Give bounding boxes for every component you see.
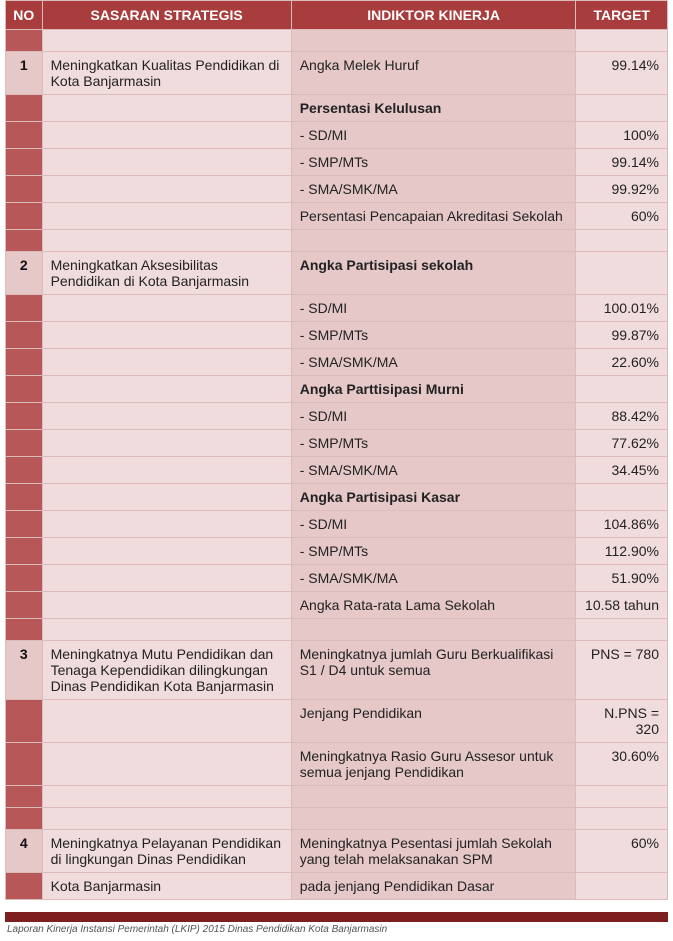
row-indikator: Meningkatnya jumlah Guru Berkualifikasi … (291, 641, 576, 700)
row-target: 60% (576, 203, 668, 230)
table-row: - SMP/MTs 99.14% (6, 149, 668, 176)
row-indikator: - SMP/MTs (291, 149, 576, 176)
row-indikator: Angka Parttisipasi Murni (291, 376, 576, 403)
row-indikator: - SMA/SMK/MA (291, 565, 576, 592)
row-indikator: Angka Partisipasi sekolah (291, 252, 576, 295)
row-target: 30.60% (576, 743, 668, 786)
row-target: 22.60% (576, 349, 668, 376)
col-no: NO (6, 1, 43, 30)
row-indikator: Angka Rata-rata Lama Sekolah (291, 592, 576, 619)
row-indikator: Angka Melek Huruf (291, 52, 576, 95)
row-sasaran: Meningkatkan Kualitas Pendidikan di Kota… (42, 52, 291, 95)
table-row: 1 Meningkatkan Kualitas Pendidikan di Ko… (6, 52, 668, 95)
row-target: 77.62% (576, 430, 668, 457)
row-indikator: Angka Partisipasi Kasar (291, 484, 576, 511)
table-row: 4 Meningkatnya Pelayanan Pendidikan di l… (6, 830, 668, 873)
row-indikator: Persentasi Kelulusan (291, 95, 576, 122)
row-target: 99.14% (576, 149, 668, 176)
table-row: Angka Rata-rata Lama Sekolah 10.58 tahun (6, 592, 668, 619)
table-row: Meningkatnya Rasio Guru Assesor untuk se… (6, 743, 668, 786)
table-row (6, 808, 668, 830)
table-row (6, 230, 668, 252)
row-indikator: Persentasi Pencapaian Akreditasi Sekolah (291, 203, 576, 230)
table-row: - SMA/SMK/MA 99.92% (6, 176, 668, 203)
row-indikator: Meningkatnya Pesentasi jumlah Sekolah ya… (291, 830, 576, 873)
kpi-table: NO SASARAN STRATEGIS INDIKTOR KINERJA TA… (5, 0, 668, 900)
table-row: 3 Meningkatnya Mutu Pendidikan dan Tenag… (6, 641, 668, 700)
table-row: - SD/MI 100% (6, 122, 668, 149)
row-indikator: pada jenjang Pendidikan Dasar (291, 873, 576, 900)
row-target: 60% (576, 830, 668, 873)
table-row: - SD/MI 104.86% (6, 511, 668, 538)
table-row: Persentasi Pencapaian Akreditasi Sekolah… (6, 203, 668, 230)
footer-divider (5, 912, 668, 922)
table-row: Angka Parttisipasi Murni (6, 376, 668, 403)
row-indikator: - SD/MI (291, 511, 576, 538)
row-indikator: Meningkatnya Rasio Guru Assesor untuk se… (291, 743, 576, 786)
row-indikator: - SMP/MTs (291, 538, 576, 565)
footer-caption: Laporan Kinerja Instansi Pemerintah (LKI… (5, 922, 668, 941)
row-target: 99.14% (576, 52, 668, 95)
table-row: - SMP/MTs 112.90% (6, 538, 668, 565)
table-wrapper: NO SASARAN STRATEGIS INDIKTOR KINERJA TA… (0, 0, 673, 941)
table-row: - SD/MI 100.01% (6, 295, 668, 322)
row-target: 100% (576, 122, 668, 149)
table-row: - SMA/SMK/MA 51.90% (6, 565, 668, 592)
row-no: 2 (6, 252, 43, 295)
col-indikator: INDIKTOR KINERJA (291, 1, 576, 30)
row-target: 34.45% (576, 457, 668, 484)
table-row: - SD/MI 88.42% (6, 403, 668, 430)
table-header-row: NO SASARAN STRATEGIS INDIKTOR KINERJA TA… (6, 1, 668, 30)
row-target: 51.90% (576, 565, 668, 592)
table-row: Jenjang Pendidikan N.PNS = 320 (6, 700, 668, 743)
row-sasaran: Meningkatkan Aksesibilitas Pendidikan di… (42, 252, 291, 295)
row-sasaran: Meningkatnya Mutu Pendidikan dan Tenaga … (42, 641, 291, 700)
row-sasaran: Kota Banjarmasin (42, 873, 291, 900)
table-row (6, 786, 668, 808)
row-target: N.PNS = 320 (576, 700, 668, 743)
row-indikator: - SMA/SMK/MA (291, 457, 576, 484)
row-indikator: - SD/MI (291, 403, 576, 430)
row-no: 4 (6, 830, 43, 873)
table-row: 2 Meningkatkan Aksesibilitas Pendidikan … (6, 252, 668, 295)
row-target: 100.01% (576, 295, 668, 322)
row-target: 10.58 tahun (576, 592, 668, 619)
table-row: Angka Partisipasi Kasar (6, 484, 668, 511)
row-sasaran: Meningkatnya Pelayanan Pendidikan di lin… (42, 830, 291, 873)
col-sasaran: SASARAN STRATEGIS (42, 1, 291, 30)
row-indikator: - SMP/MTs (291, 430, 576, 457)
row-target: 104.86% (576, 511, 668, 538)
table-row: - SMA/SMK/MA 22.60% (6, 349, 668, 376)
row-indikator: - SD/MI (291, 122, 576, 149)
row-indikator: Jenjang Pendidikan (291, 700, 576, 743)
row-indikator: - SD/MI (291, 295, 576, 322)
row-no: 1 (6, 52, 43, 95)
table-row: - SMP/MTs 77.62% (6, 430, 668, 457)
table-row: Kota Banjarmasin pada jenjang Pendidikan… (6, 873, 668, 900)
row-target: 99.87% (576, 322, 668, 349)
row-target: 99.92% (576, 176, 668, 203)
table-row: Persentasi Kelulusan (6, 95, 668, 122)
row-target: 112.90% (576, 538, 668, 565)
row-indikator: - SMP/MTs (291, 322, 576, 349)
table-row (6, 619, 668, 641)
row-target: PNS = 780 (576, 641, 668, 700)
table-row: - SMA/SMK/MA 34.45% (6, 457, 668, 484)
row-indikator: - SMA/SMK/MA (291, 176, 576, 203)
row-target: 88.42% (576, 403, 668, 430)
table-row (6, 30, 668, 52)
col-target: TARGET (576, 1, 668, 30)
table-row: - SMP/MTs 99.87% (6, 322, 668, 349)
row-indikator: - SMA/SMK/MA (291, 349, 576, 376)
row-no: 3 (6, 641, 43, 700)
